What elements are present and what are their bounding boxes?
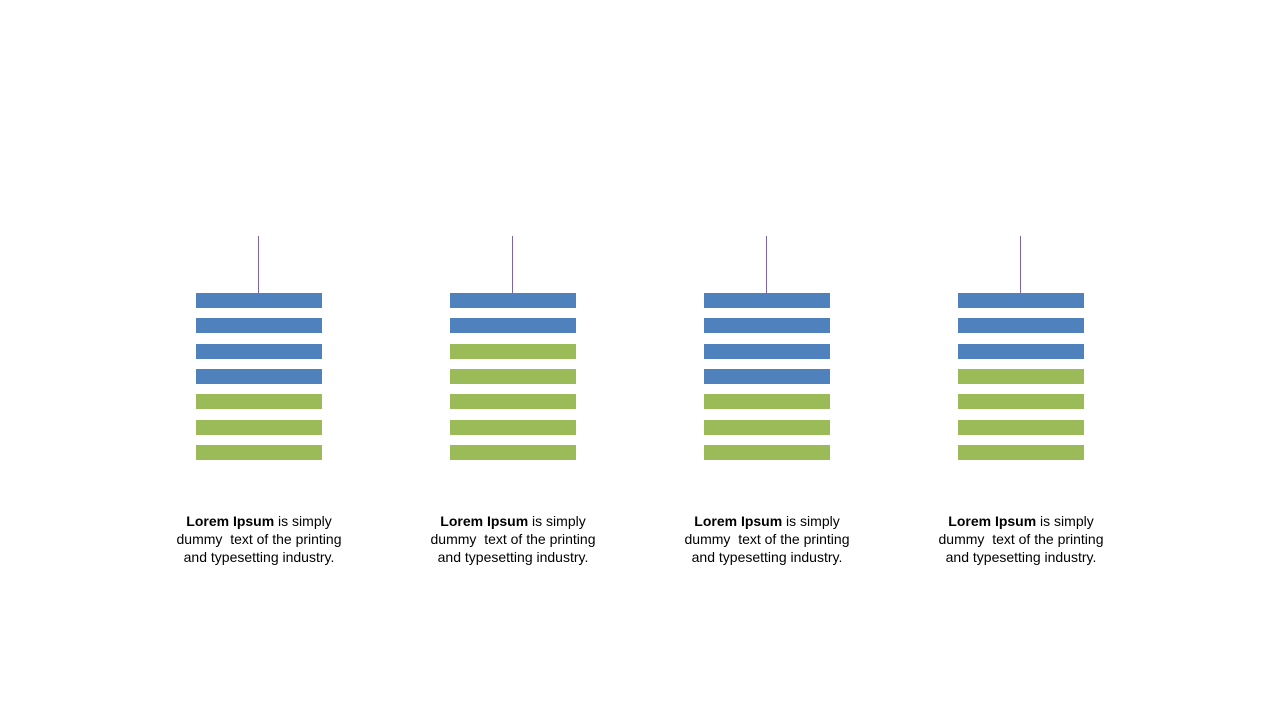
caption-line3: and typesetting industry. <box>691 549 843 565</box>
stack-bar <box>958 369 1084 384</box>
stack-bar <box>196 420 322 435</box>
stack-bar <box>958 420 1084 435</box>
stack-bar <box>704 318 830 333</box>
stack-bar <box>704 369 830 384</box>
stack-bar <box>704 293 830 308</box>
caption-line1: is simply <box>1036 513 1094 529</box>
stack-bar <box>196 445 322 460</box>
stack-bar <box>704 344 830 359</box>
stack-bar <box>196 394 322 409</box>
caption-line1: is simply <box>528 513 586 529</box>
stack-bar <box>196 293 322 308</box>
stack-bar <box>196 344 322 359</box>
stack-bar <box>450 369 576 384</box>
stack-bar <box>450 293 576 308</box>
stack-bar <box>704 420 830 435</box>
column-2: Lorem Ipsum is simply dummy text of the … <box>413 236 613 576</box>
stack-bar <box>704 394 830 409</box>
caption-line2: dummy text of the printing <box>176 531 342 547</box>
connector-line <box>766 236 767 293</box>
stack-bar <box>196 318 322 333</box>
caption-bold: Lorem Ipsum <box>948 513 1037 529</box>
caption-line3: and typesetting industry. <box>437 549 589 565</box>
caption-line1: is simply <box>274 513 332 529</box>
caption-bold: Lorem Ipsum <box>186 513 275 529</box>
caption-bold: Lorem Ipsum <box>440 513 529 529</box>
column-3: Lorem Ipsum is simply dummy text of the … <box>667 236 867 576</box>
connector-line <box>512 236 513 293</box>
column-caption: Lorem Ipsum is simply dummy text of the … <box>413 512 613 566</box>
caption-line2: dummy text of the printing <box>684 531 850 547</box>
caption-line2: dummy text of the printing <box>430 531 596 547</box>
stack-bar <box>450 394 576 409</box>
stack-bar <box>958 344 1084 359</box>
column-4: Lorem Ipsum is simply dummy text of the … <box>921 236 1121 576</box>
column-caption: Lorem Ipsum is simply dummy text of the … <box>921 512 1121 566</box>
column-caption: Lorem Ipsum is simply dummy text of the … <box>667 512 867 566</box>
stack-bar <box>958 293 1084 308</box>
connector-line <box>258 236 259 293</box>
stack-bar <box>958 318 1084 333</box>
caption-line3: and typesetting industry. <box>945 549 1097 565</box>
column-1: Lorem Ipsum is simply dummy text of the … <box>159 236 359 576</box>
connector-line <box>1020 236 1021 293</box>
stack-bar <box>450 420 576 435</box>
caption-bold: Lorem Ipsum <box>694 513 783 529</box>
stack-bar <box>958 445 1084 460</box>
stack-bar <box>958 394 1084 409</box>
stack-bar <box>450 445 576 460</box>
stack-bar <box>450 318 576 333</box>
caption-line3: and typesetting industry. <box>183 549 335 565</box>
caption-line1: is simply <box>782 513 840 529</box>
column-caption: Lorem Ipsum is simply dummy text of the … <box>159 512 359 566</box>
caption-line2: dummy text of the printing <box>938 531 1104 547</box>
stack-bar <box>704 445 830 460</box>
stack-bar <box>450 344 576 359</box>
stack-bar <box>196 369 322 384</box>
